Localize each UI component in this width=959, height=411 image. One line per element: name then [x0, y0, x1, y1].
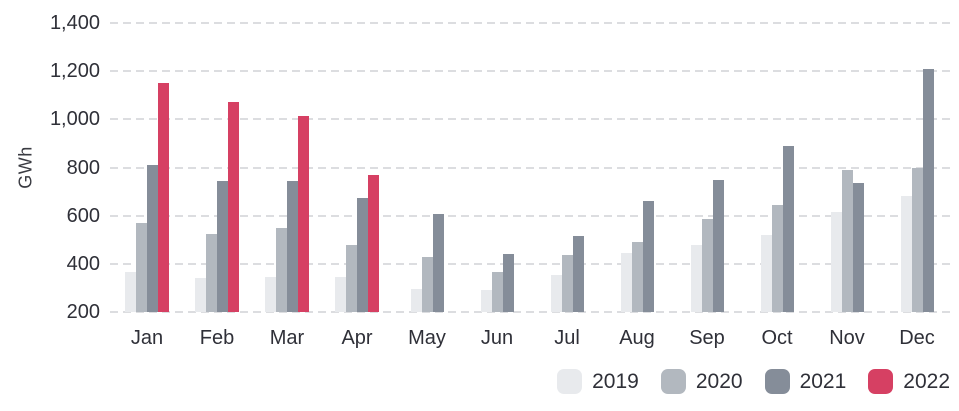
- x-tick-aug: Aug: [619, 327, 655, 349]
- bar-2019-sep: [690, 244, 702, 312]
- bar-2021-nov: [852, 183, 864, 312]
- bar-2020-nov: [841, 169, 853, 312]
- bar-2019-dec: [900, 196, 912, 312]
- legend-label-2020: 2020: [695, 369, 743, 393]
- y-tick-600: 600: [66, 204, 100, 227]
- bar-2020-apr: [346, 244, 357, 312]
- x-tick-jan: Jan: [130, 327, 164, 349]
- bar-2021-apr: [357, 197, 368, 312]
- bar-2019-aug: [620, 252, 632, 312]
- bar-2020-jun: [491, 272, 503, 312]
- bar-2019-oct: [760, 234, 772, 312]
- legend-item-2022: 2022: [868, 369, 950, 394]
- bar-2021-oct: [782, 145, 794, 312]
- legend-swatch-2022: [868, 369, 894, 394]
- x-tick-may: May: [408, 327, 446, 349]
- legend-item-2020: 2020: [660, 369, 743, 394]
- bar-2019-jan: [125, 272, 136, 312]
- bar-2020-jul: [561, 255, 573, 312]
- gridline-1400: [110, 22, 950, 24]
- y-tick-800: 800: [66, 156, 100, 179]
- legend-label-2022: 2022: [903, 369, 950, 393]
- legend-swatch-2021: [764, 369, 790, 394]
- bar-2021-feb: [217, 180, 228, 312]
- gridline-400: [110, 262, 950, 265]
- bar-2021-sep: [712, 179, 724, 312]
- bar-2020-sep: [701, 219, 713, 312]
- bar-2019-apr: [335, 277, 346, 312]
- x-tick-nov: Nov: [829, 327, 865, 349]
- x-tick-dec: Dec: [899, 327, 935, 349]
- bar-2020-jan: [136, 222, 147, 312]
- bar-2020-aug: [631, 242, 643, 312]
- bar-2021-jun: [502, 254, 514, 312]
- y-tick-200: 200: [66, 301, 100, 323]
- y-tick-400: 400: [66, 252, 100, 275]
- bar-2022-apr: [368, 174, 379, 312]
- bar-2020-dec: [911, 167, 923, 312]
- bar-2019-nov: [830, 212, 842, 312]
- bar-2019-jul: [550, 274, 562, 312]
- bar-2022-feb: [228, 102, 239, 312]
- legend-swatch-2019: [557, 369, 583, 394]
- gridline-1200: [110, 70, 950, 73]
- legend: 2019 2020 2021 2022: [557, 369, 950, 394]
- y-tick-1200: 1,200: [49, 60, 100, 83]
- legend-item-2021: 2021: [764, 369, 847, 394]
- gridline-600: [110, 214, 950, 217]
- legend-swatch-2020: [660, 369, 686, 394]
- legend-label-2019: 2019: [592, 369, 639, 393]
- gridline-1000: [110, 118, 950, 121]
- x-tick-jun: Jun: [480, 327, 514, 349]
- bar-2021-jan: [147, 165, 158, 312]
- bar-2021-dec: [922, 68, 934, 312]
- bar-2021-mar: [287, 180, 298, 312]
- y-tick-1400: 1,400: [49, 12, 100, 34]
- bar-2022-mar: [298, 115, 309, 312]
- x-tick-feb: Feb: [199, 327, 235, 349]
- gridline-200: [110, 311, 950, 313]
- bar-2021-jul: [572, 236, 584, 312]
- x-tick-jul: Jul: [554, 327, 580, 349]
- y-tick-1000: 1,000: [49, 108, 100, 131]
- bar-2022-jan: [158, 83, 169, 312]
- legend-item-2019: 2019: [557, 369, 639, 394]
- gridline-800: [110, 166, 950, 169]
- x-tick-apr: Apr: [341, 327, 373, 349]
- bar-2020-mar: [276, 227, 287, 312]
- bar-2020-oct: [771, 204, 783, 312]
- x-tick-sep: Sep: [689, 327, 725, 349]
- bar-2021-aug: [642, 201, 654, 312]
- bar-2019-jun: [480, 290, 492, 312]
- bar-2019-mar: [265, 277, 276, 312]
- bar-2020-feb: [206, 233, 217, 312]
- legend-label-2021: 2021: [799, 369, 847, 393]
- bar-2020-may: [421, 256, 433, 312]
- bar-2019-feb: [195, 278, 206, 312]
- bar-2019-may: [410, 289, 422, 312]
- x-tick-oct: Oct: [761, 327, 793, 349]
- bar-2021-may: [432, 214, 444, 312]
- x-tick-mar: Mar: [269, 327, 305, 349]
